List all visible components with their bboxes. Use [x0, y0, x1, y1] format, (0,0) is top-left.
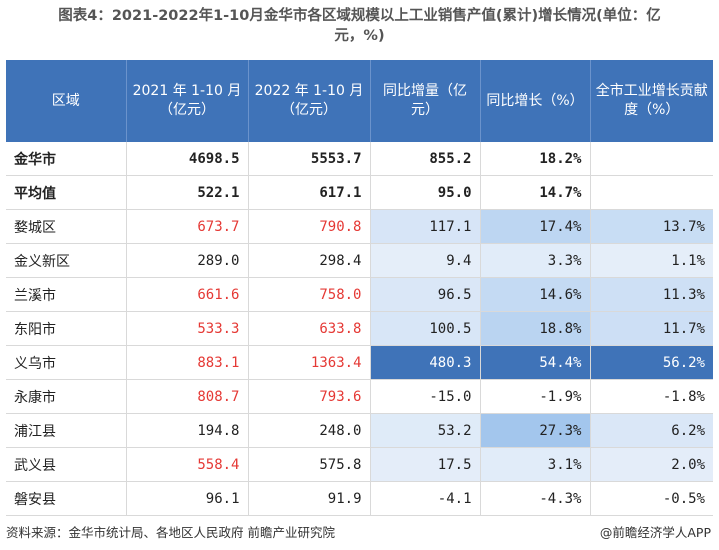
- increment-cell: -4.1: [370, 481, 481, 516]
- growth-cell: 18.8%: [480, 311, 591, 346]
- table-row: 义乌市 883.1 1363.4 480.3 54.4% 56.2%: [6, 345, 713, 380]
- value-2022-cell: 793.6: [248, 379, 371, 414]
- source-note: 资料来源：金华市统计局、各地区人民政府 前瞻产业研究院: [6, 525, 335, 540]
- value-2022-cell: 617.1: [248, 175, 371, 210]
- value-2022-cell: 298.4: [248, 243, 371, 278]
- growth-cell: 3.1%: [480, 447, 591, 482]
- value-2021-cell: 96.1: [126, 481, 249, 516]
- increment-cell: 480.3: [370, 345, 481, 380]
- growth-cell: 17.4%: [480, 209, 591, 244]
- value-2021-cell: 673.7: [126, 209, 249, 244]
- contribution-cell: 11.3%: [590, 277, 713, 312]
- value-2022-cell: 91.9: [248, 481, 371, 516]
- growth-cell: 14.6%: [480, 277, 591, 312]
- value-2021-cell: 661.6: [126, 277, 249, 312]
- table-row: 武义县 558.4 575.8 17.5 3.1% 2.0%: [6, 447, 713, 482]
- growth-cell: -1.9%: [480, 379, 591, 414]
- contribution-cell: 2.0%: [590, 447, 713, 482]
- value-2021-cell: 533.3: [126, 311, 249, 346]
- header-2022: 2022 年 1-10 月（亿元）: [248, 60, 371, 142]
- increment-cell: 96.5: [370, 277, 481, 312]
- contribution-cell: 1.1%: [590, 243, 713, 278]
- region-cell: 金华市: [6, 142, 127, 176]
- value-2021-cell: 808.7: [126, 379, 249, 414]
- title-line-2: 元，%): [334, 28, 385, 44]
- brand-credit: @前瞻经济学人APP: [599, 525, 711, 540]
- value-2021-cell: 4698.5: [126, 142, 249, 176]
- table-row: 金华市 4698.5 5553.7 855.2 18.2%: [6, 142, 713, 176]
- region-cell: 东阳市: [6, 311, 127, 346]
- increment-cell: 100.5: [370, 311, 481, 346]
- data-table: 区域 2021 年 1-10 月（亿元） 2022 年 1-10 月（亿元） 同…: [6, 60, 713, 516]
- value-2022-cell: 633.8: [248, 311, 371, 346]
- increment-cell: 117.1: [370, 209, 481, 244]
- table-row: 磐安县 96.1 91.9 -4.1 -4.3% -0.5%: [6, 481, 713, 516]
- table-row: 兰溪市 661.6 758.0 96.5 14.6% 11.3%: [6, 277, 713, 312]
- value-2022-cell: 790.8: [248, 209, 371, 244]
- growth-cell: -4.3%: [480, 481, 591, 516]
- region-cell: 义乌市: [6, 345, 127, 380]
- increment-cell: 95.0: [370, 175, 481, 210]
- increment-cell: 9.4: [370, 243, 481, 278]
- region-cell: 永康市: [6, 379, 127, 414]
- region-cell: 兰溪市: [6, 277, 127, 312]
- value-2022-cell: 575.8: [248, 447, 371, 482]
- table-row: 金义新区 289.0 298.4 9.4 3.3% 1.1%: [6, 243, 713, 278]
- header-row: 区域 2021 年 1-10 月（亿元） 2022 年 1-10 月（亿元） 同…: [6, 60, 713, 142]
- value-2022-cell: 248.0: [248, 413, 371, 448]
- value-2021-cell: 522.1: [126, 175, 249, 210]
- contribution-cell: [590, 175, 713, 210]
- header-region: 区域: [6, 60, 127, 142]
- region-cell: 磐安县: [6, 481, 127, 516]
- increment-cell: 53.2: [370, 413, 481, 448]
- table-body: 金华市 4698.5 5553.7 855.2 18.2% 平均值 522.1 617.1 95…: [6, 142, 713, 516]
- contribution-cell: 13.7%: [590, 209, 713, 244]
- region-cell: 武义县: [6, 447, 127, 482]
- contribution-cell: -0.5%: [590, 481, 713, 516]
- growth-cell: 18.2%: [480, 142, 591, 176]
- table-row: 浦江县 194.8 248.0 53.2 27.3% 6.2%: [6, 413, 713, 448]
- contribution-cell: 11.7%: [590, 311, 713, 346]
- region-cell: 平均值: [6, 175, 127, 210]
- contribution-cell: [590, 142, 713, 176]
- value-2021-cell: 883.1: [126, 345, 249, 380]
- table-row: 平均值 522.1 617.1 95.0 14.7%: [6, 175, 713, 210]
- increment-cell: 17.5: [370, 447, 481, 482]
- header-increment: 同比增量（亿元）: [370, 60, 481, 142]
- header-contribution: 全市工业增长贡献度（%）: [590, 60, 713, 142]
- value-2021-cell: 558.4: [126, 447, 249, 482]
- growth-cell: 54.4%: [480, 345, 591, 380]
- contribution-cell: 56.2%: [590, 345, 713, 380]
- contribution-cell: 6.2%: [590, 413, 713, 448]
- title-line-1: 图表4：2021-2022年1-10月金华市各区域规模以上工业销售产值(累计)增…: [58, 8, 661, 24]
- growth-cell: 27.3%: [480, 413, 591, 448]
- value-2022-cell: 758.0: [248, 277, 371, 312]
- value-2021-cell: 194.8: [126, 413, 249, 448]
- table-row: 婺城区 673.7 790.8 117.1 17.4% 13.7%: [6, 209, 713, 244]
- region-cell: 金义新区: [6, 243, 127, 278]
- table-row: 东阳市 533.3 633.8 100.5 18.8% 11.7%: [6, 311, 713, 346]
- region-cell: 婺城区: [6, 209, 127, 244]
- increment-cell: -15.0: [370, 379, 481, 414]
- growth-cell: 14.7%: [480, 175, 591, 210]
- header-growth: 同比增长（%）: [480, 60, 591, 142]
- value-2022-cell: 1363.4: [248, 345, 371, 380]
- table-row: 永康市 808.7 793.6 -15.0 -1.9% -1.8%: [6, 379, 713, 414]
- header-2021: 2021 年 1-10 月（亿元）: [126, 60, 249, 142]
- growth-cell: 3.3%: [480, 243, 591, 278]
- chart-title: 图表4：2021-2022年1-10月金华市各区域规模以上工业销售产值(累计)增…: [0, 0, 719, 56]
- value-2021-cell: 289.0: [126, 243, 249, 278]
- contribution-cell: -1.8%: [590, 379, 713, 414]
- value-2022-cell: 5553.7: [248, 142, 371, 176]
- increment-cell: 855.2: [370, 142, 481, 176]
- region-cell: 浦江县: [6, 413, 127, 448]
